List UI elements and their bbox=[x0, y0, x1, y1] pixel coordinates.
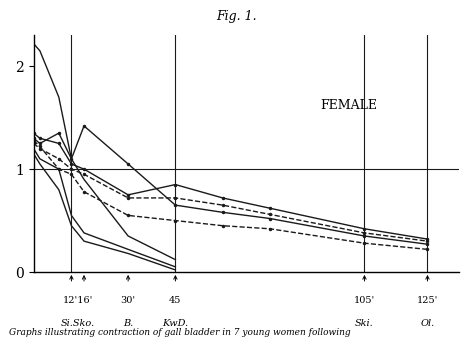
Text: Ol.: Ol. bbox=[420, 319, 435, 328]
Text: B.: B. bbox=[123, 319, 133, 328]
Text: Fig. 1.: Fig. 1. bbox=[217, 10, 257, 23]
Text: 105': 105' bbox=[354, 296, 375, 305]
Text: 125': 125' bbox=[417, 296, 438, 305]
Text: 30': 30' bbox=[120, 296, 136, 305]
Text: 45: 45 bbox=[169, 296, 182, 305]
Text: Ski.: Ski. bbox=[355, 319, 374, 328]
Text: Si.Sko.: Si.Sko. bbox=[61, 319, 95, 328]
Text: FEMALE: FEMALE bbox=[320, 99, 377, 112]
Text: Graphs illustrating contraction of gall bladder in 7 young women following: Graphs illustrating contraction of gall … bbox=[9, 328, 351, 337]
Text: 12'16': 12'16' bbox=[63, 296, 93, 305]
Text: KwD.: KwD. bbox=[162, 319, 189, 328]
